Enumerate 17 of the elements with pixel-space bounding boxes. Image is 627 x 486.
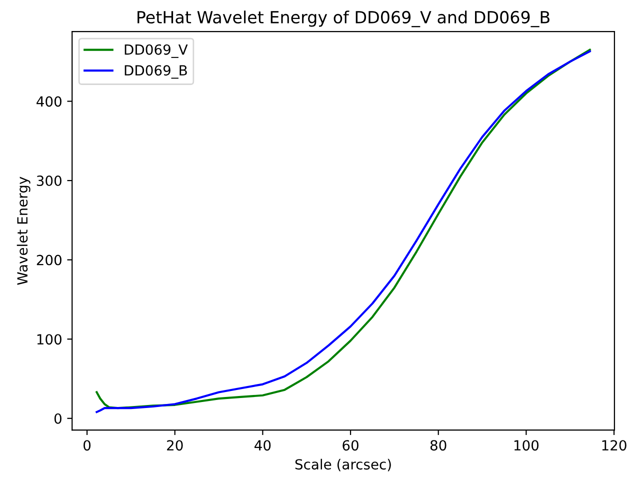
y-tick-label: 0 bbox=[54, 413, 62, 424]
x-tick-label: 60 bbox=[342, 440, 358, 451]
y-axis-title: Wavelet Energy bbox=[16, 176, 30, 285]
y-tick-label: 300 bbox=[36, 176, 62, 186]
x-axis-title: Scale (arcsec) bbox=[295, 458, 391, 472]
y-tick-label: 100 bbox=[37, 334, 62, 345]
y-tick-label: 200 bbox=[36, 254, 62, 266]
x-tick-label: 80 bbox=[430, 440, 446, 451]
x-tick-label: 100 bbox=[514, 440, 539, 451]
legend-label: DD069_B bbox=[124, 65, 187, 79]
x-tick-label: 40 bbox=[254, 440, 271, 451]
x-tick-label: 0 bbox=[84, 440, 91, 451]
chart-title: PetHat Wavelet Energy of DD069_V and DD069_B bbox=[138, 10, 550, 28]
x-tick-label: 120 bbox=[602, 440, 626, 451]
x-tick-label: 20 bbox=[167, 440, 183, 451]
legend-label: DD069_V bbox=[124, 44, 188, 58]
y-tick-label: 400 bbox=[36, 96, 62, 107]
